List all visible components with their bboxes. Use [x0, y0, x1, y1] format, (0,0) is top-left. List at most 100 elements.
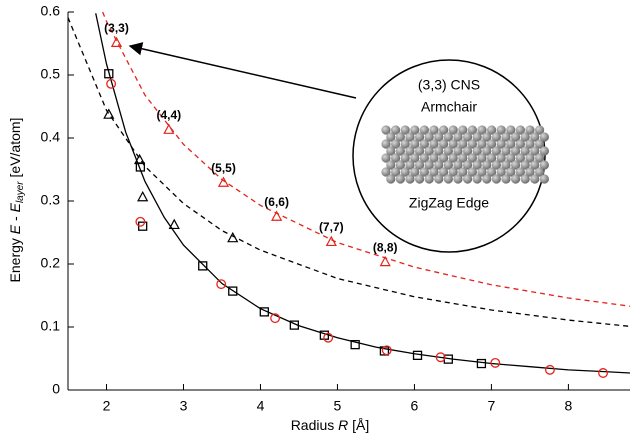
circle-marker [323, 332, 334, 343]
atom [467, 125, 477, 135]
atom [530, 174, 540, 184]
atom [539, 174, 550, 184]
atom [520, 174, 530, 184]
circle-marker [598, 368, 609, 378]
atom [458, 125, 468, 135]
y-tick-label: 0.1 [41, 318, 61, 334]
atom [525, 167, 535, 177]
atom [463, 160, 473, 170]
atom [496, 125, 506, 135]
square-marker [259, 307, 269, 317]
circle-marker [216, 279, 227, 290]
atom [491, 160, 501, 170]
circle-marker [270, 313, 281, 324]
atom [419, 125, 429, 135]
inset-circle [352, 59, 546, 253]
atom [515, 125, 526, 135]
atom [448, 167, 458, 177]
square-marker [476, 358, 487, 369]
atom [405, 160, 415, 170]
atom [415, 160, 425, 170]
atom [410, 153, 420, 163]
atom [477, 139, 487, 149]
atom [463, 174, 473, 184]
atom [381, 125, 391, 135]
atom [467, 153, 477, 163]
atom [400, 153, 410, 163]
atom [520, 146, 530, 156]
atom [525, 139, 535, 149]
atom [496, 167, 506, 177]
square-marker [228, 286, 238, 296]
atom [410, 125, 420, 135]
inset: (3,3) CNS Armchair ZigZag Edge [128, 42, 550, 253]
atom [395, 146, 405, 156]
atom [453, 160, 463, 170]
atom [381, 153, 391, 163]
atom [434, 160, 444, 170]
atom [439, 139, 449, 149]
x-tick-label: 6 [411, 398, 419, 414]
atom [525, 125, 535, 135]
atom [443, 174, 453, 184]
atom [477, 167, 487, 177]
atom [429, 139, 439, 149]
atom [539, 160, 550, 170]
atom [381, 167, 391, 177]
atom [506, 125, 516, 135]
atom [515, 153, 526, 163]
square-marker [412, 350, 423, 361]
atom [391, 167, 401, 177]
atom [429, 153, 439, 163]
square-marker [289, 320, 299, 330]
atom [477, 153, 487, 163]
triangle-marker [168, 218, 180, 230]
atom [439, 125, 449, 135]
atom [443, 160, 453, 170]
atom [525, 153, 535, 163]
fit-curve [67, 17, 631, 328]
triangle-marker [271, 210, 283, 221]
y-tick-label: 0.4 [41, 129, 61, 145]
fit-curve [102, 11, 631, 307]
atom [487, 167, 497, 177]
atom [448, 125, 458, 135]
atom [429, 167, 439, 177]
x-tick-label: 4 [257, 398, 265, 414]
atom [448, 139, 458, 149]
atom [434, 146, 444, 156]
atom [405, 132, 415, 142]
circle-marker [381, 345, 392, 356]
square-marker [198, 261, 208, 271]
atom [472, 174, 482, 184]
atom [515, 167, 526, 177]
atom [434, 174, 444, 184]
atom [439, 167, 449, 177]
atom [415, 146, 425, 156]
atom [482, 160, 492, 170]
atom [496, 153, 506, 163]
atom [472, 160, 482, 170]
atom [520, 132, 530, 142]
triangle-marker [217, 176, 230, 187]
atom [491, 174, 501, 184]
atom [458, 139, 468, 149]
atom [381, 139, 391, 149]
atom [434, 132, 444, 142]
atom [386, 132, 396, 142]
atom [405, 146, 415, 156]
atom [439, 153, 449, 163]
atom [391, 125, 401, 135]
y-tick-label: 0.3 [41, 192, 61, 208]
point-label: (4,4) [157, 108, 182, 122]
atom [386, 174, 396, 184]
atom [400, 125, 410, 135]
atom [395, 132, 405, 142]
atom [496, 139, 506, 149]
atom [520, 160, 530, 170]
point-label: (5,5) [211, 161, 236, 175]
atom [419, 153, 429, 163]
atom [482, 174, 492, 184]
atom [477, 125, 487, 135]
triangle-marker [379, 255, 391, 267]
